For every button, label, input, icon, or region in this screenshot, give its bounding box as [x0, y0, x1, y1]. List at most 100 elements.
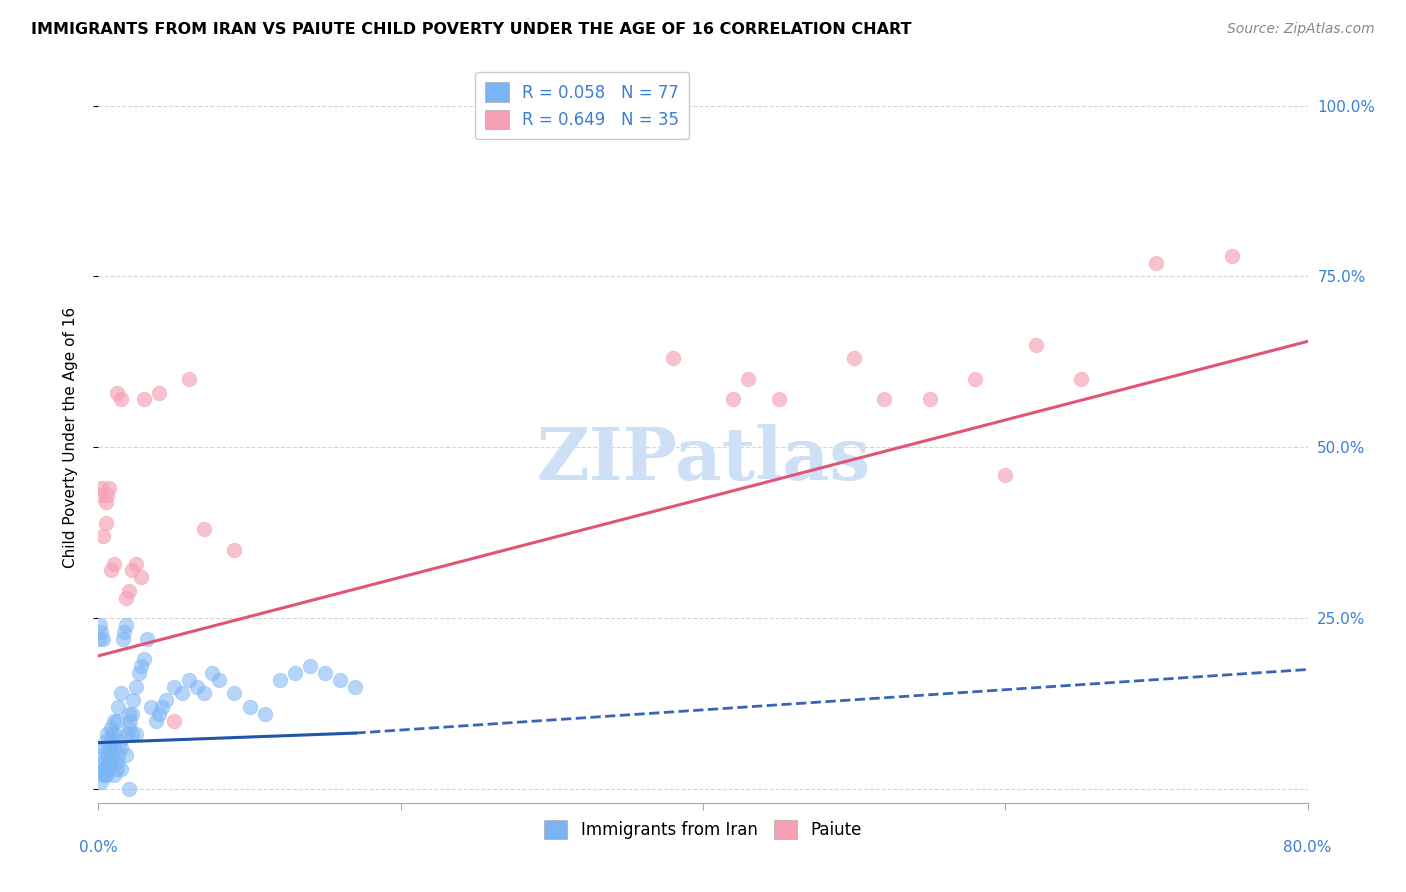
- Point: [148, 385, 170, 400]
- Point: [132, 392, 155, 407]
- Point: [94, 768, 117, 782]
- Point: [186, 680, 208, 694]
- Point: [125, 680, 148, 694]
- Text: 80.0%: 80.0%: [1284, 840, 1331, 855]
- Point: [918, 392, 941, 407]
- Point: [201, 665, 224, 680]
- Point: [98, 755, 121, 769]
- Point: [269, 673, 291, 687]
- Point: [110, 762, 132, 776]
- Y-axis label: Child Poverty Under the Age of 16: Child Poverty Under the Age of 16: [63, 307, 77, 567]
- Point: [94, 495, 117, 509]
- Point: [179, 372, 201, 386]
- Point: [129, 659, 152, 673]
- Point: [90, 624, 112, 639]
- Point: [114, 591, 136, 605]
- Point: [91, 529, 114, 543]
- Point: [105, 762, 128, 776]
- Point: [98, 741, 121, 756]
- Point: [329, 673, 352, 687]
- Point: [96, 747, 118, 762]
- Text: ZIPatlas: ZIPatlas: [536, 424, 870, 494]
- Point: [118, 782, 141, 797]
- Point: [111, 632, 134, 646]
- Point: [224, 542, 246, 557]
- Point: [107, 747, 129, 762]
- Point: [110, 686, 132, 700]
- Point: [105, 714, 128, 728]
- Point: [1024, 338, 1046, 352]
- Point: [1144, 256, 1167, 270]
- Point: [150, 700, 173, 714]
- Point: [94, 516, 117, 530]
- Point: [96, 488, 118, 502]
- Point: [89, 488, 111, 502]
- Point: [141, 700, 163, 714]
- Point: [96, 727, 118, 741]
- Point: [100, 734, 122, 748]
- Point: [114, 618, 136, 632]
- Point: [98, 481, 121, 495]
- Point: [121, 563, 143, 577]
- Point: [125, 557, 148, 571]
- Point: [103, 557, 125, 571]
- Point: [112, 624, 135, 639]
- Point: [193, 686, 215, 700]
- Point: [163, 714, 186, 728]
- Point: [93, 762, 115, 776]
- Point: [89, 632, 111, 646]
- Point: [89, 618, 111, 632]
- Point: [107, 700, 129, 714]
- Point: [873, 392, 896, 407]
- Point: [93, 741, 115, 756]
- Point: [163, 680, 186, 694]
- Point: [91, 632, 114, 646]
- Point: [661, 351, 683, 366]
- Point: [253, 706, 276, 721]
- Point: [121, 706, 143, 721]
- Point: [1070, 372, 1092, 386]
- Point: [100, 755, 122, 769]
- Point: [723, 392, 745, 407]
- Point: [100, 563, 122, 577]
- Point: [128, 665, 150, 680]
- Point: [103, 741, 125, 756]
- Point: [108, 734, 131, 748]
- Point: [103, 768, 125, 782]
- Point: [90, 481, 112, 495]
- Point: [179, 673, 201, 687]
- Point: [91, 768, 114, 782]
- Point: [148, 706, 170, 721]
- Point: [90, 747, 112, 762]
- Point: [145, 714, 167, 728]
- Point: [239, 700, 262, 714]
- Point: [122, 693, 145, 707]
- Point: [101, 747, 124, 762]
- Point: [121, 727, 143, 741]
- Point: [135, 632, 157, 646]
- Point: [132, 652, 155, 666]
- Point: [193, 522, 215, 536]
- Point: [96, 762, 118, 776]
- Legend: Immigrants from Iran, Paiute: Immigrants from Iran, Paiute: [534, 810, 872, 849]
- Point: [98, 755, 121, 769]
- Point: [115, 727, 138, 741]
- Point: [110, 741, 132, 756]
- Point: [100, 721, 122, 735]
- Point: [129, 570, 152, 584]
- Point: [208, 673, 231, 687]
- Point: [118, 721, 141, 735]
- Point: [105, 385, 128, 400]
- Point: [104, 727, 127, 741]
- Point: [93, 762, 115, 776]
- Point: [110, 392, 132, 407]
- Point: [314, 665, 336, 680]
- Point: [170, 686, 193, 700]
- Point: [94, 768, 117, 782]
- Point: [101, 727, 124, 741]
- Point: [103, 714, 125, 728]
- Point: [155, 693, 177, 707]
- Point: [114, 747, 136, 762]
- Point: [1220, 249, 1243, 263]
- Point: [965, 372, 987, 386]
